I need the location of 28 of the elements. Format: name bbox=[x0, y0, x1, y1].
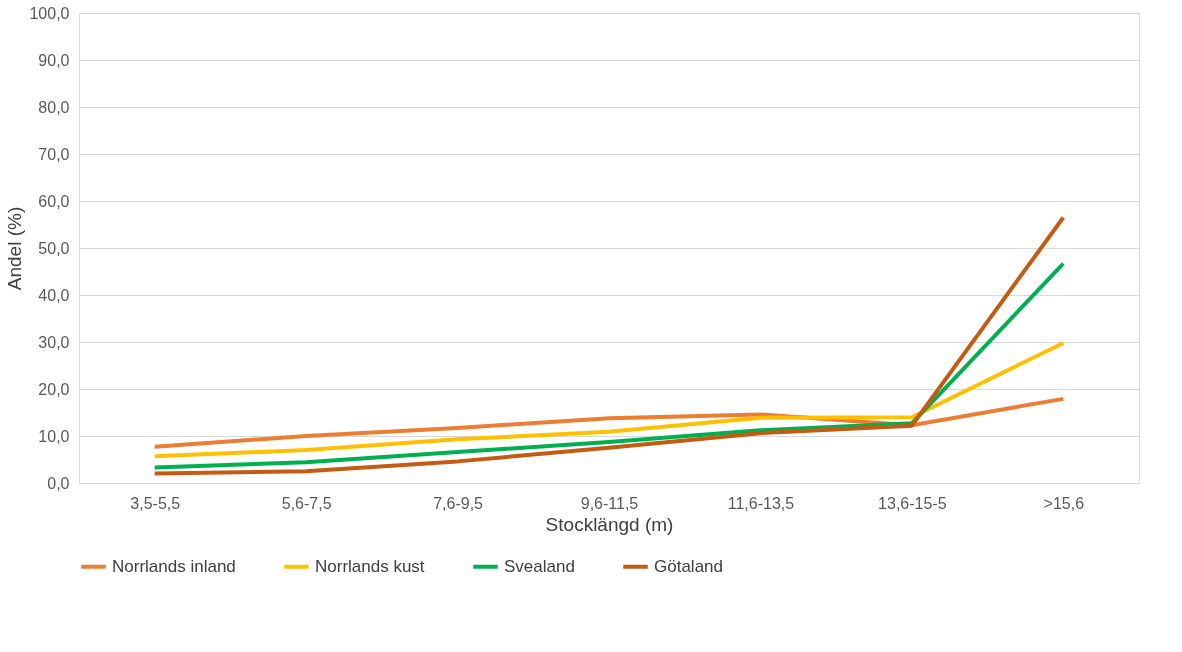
x-tick-label: 13,6-15-5 bbox=[878, 494, 947, 512]
y-axis-title: Andel (%) bbox=[4, 206, 26, 291]
y-tick-label: 40,0 bbox=[38, 286, 70, 304]
y-tick-label: 30,0 bbox=[38, 333, 70, 351]
x-tick-label: 3,5-5,5 bbox=[130, 494, 181, 512]
y-tick-label: 10,0 bbox=[38, 427, 70, 445]
x-tick-label: 7,6-9,5 bbox=[433, 494, 484, 512]
x-tick-label: 5,6-7,5 bbox=[281, 494, 332, 512]
line-series bbox=[152, 396, 1066, 449]
line-series bbox=[152, 215, 1066, 476]
legend-label: Norrlands inland bbox=[112, 556, 236, 576]
legend-label: Svealand bbox=[504, 556, 575, 576]
legend-label: Götaland bbox=[654, 556, 723, 576]
y-tick-label: 80,0 bbox=[38, 98, 70, 116]
y-tick-label: 0,0 bbox=[47, 474, 70, 492]
x-tick-label: 9,6-11,5 bbox=[580, 494, 639, 512]
legend-label: Norrlands kust bbox=[315, 556, 425, 576]
x-axis-title: Stocklängd (m) bbox=[545, 513, 674, 535]
x-tick-label: >15,6 bbox=[1043, 494, 1085, 512]
x-tick-label: 11,6-13,5 bbox=[727, 494, 795, 512]
y-tick-label: 90,0 bbox=[38, 51, 70, 69]
line-series bbox=[152, 261, 1066, 470]
y-tick-label: 20,0 bbox=[38, 380, 70, 398]
y-tick-label: 50,0 bbox=[38, 239, 70, 257]
y-tick-label: 100,0 bbox=[29, 4, 70, 22]
y-tick-label: 70,0 bbox=[38, 145, 70, 163]
line-series bbox=[152, 340, 1066, 459]
y-tick-label: 60,0 bbox=[38, 192, 70, 210]
